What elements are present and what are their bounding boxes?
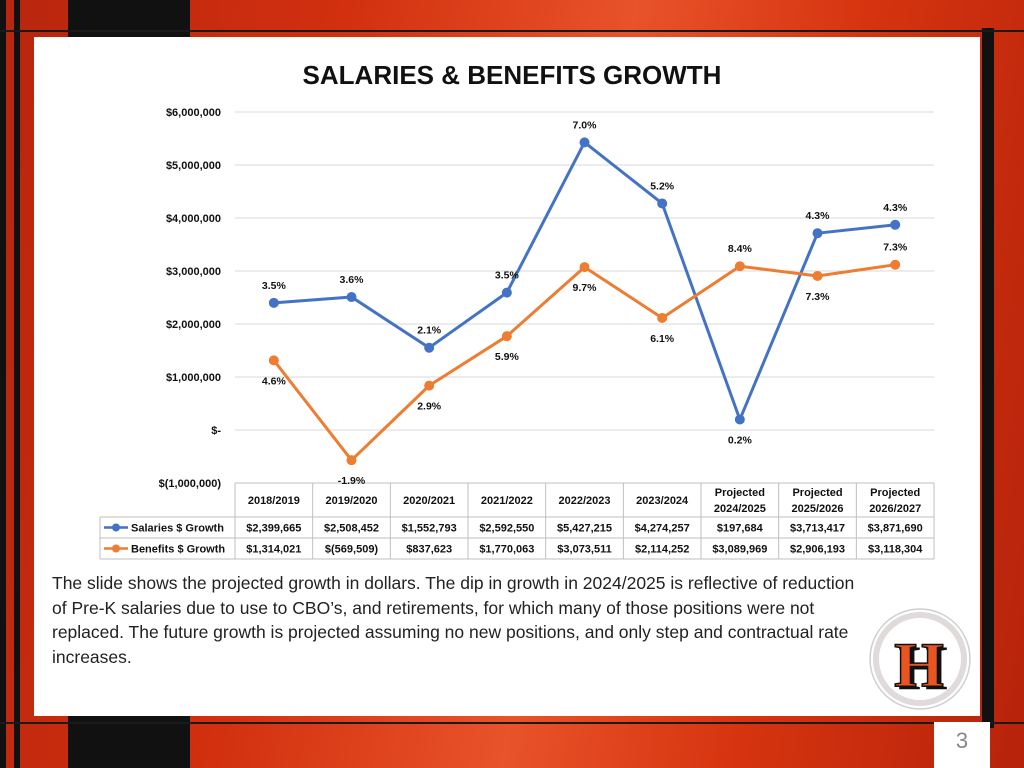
chart-series	[268, 137, 901, 466]
x-category-label: 2023/2024	[636, 495, 689, 507]
data-label: 7.0%	[573, 119, 598, 131]
frame-bar-right	[982, 28, 994, 728]
legend-key-marker	[112, 523, 120, 532]
y-tick-label: $6,000,000	[166, 107, 221, 119]
x-category-label: Projected	[792, 487, 842, 499]
y-axis-ticks: $6,000,000 $5,000,000 $4,000,000 $3,000,000…	[159, 107, 222, 490]
x-category-label: 2018/2019	[248, 495, 300, 507]
school-logo: H H	[869, 608, 971, 710]
x-category-label: Projected	[870, 487, 920, 499]
table-cell: $2,399,665	[246, 523, 301, 535]
slide-caption: The slide shows the projected growth in …	[52, 573, 855, 667]
table-cell: $1,552,793	[402, 523, 457, 535]
data-point	[424, 342, 435, 353]
data-label: 2.1%	[417, 325, 442, 337]
data-point	[812, 270, 823, 281]
x-category-label: 2019/2020	[326, 495, 378, 507]
data-point	[657, 312, 668, 323]
x-category-label: 2025/2026	[792, 503, 844, 515]
data-point	[734, 261, 745, 272]
x-category-label: 2020/2021	[403, 495, 455, 507]
y-tick-label: $2,000,000	[166, 319, 221, 331]
data-point	[268, 297, 279, 308]
data-label: 2.9%	[417, 401, 442, 413]
table-cell: $2,906,193	[790, 544, 845, 556]
data-point	[424, 380, 435, 391]
y-tick-label: $(1,000,000)	[159, 478, 222, 490]
data-point	[501, 287, 512, 298]
page-number-box	[934, 722, 990, 768]
data-point	[501, 331, 512, 342]
table-cell: $3,118,304	[868, 544, 923, 556]
data-label: 0.2%	[728, 435, 753, 447]
svg-text:H: H	[894, 629, 944, 700]
y-tick-label: $3,000,000	[166, 266, 221, 278]
data-point	[890, 259, 901, 270]
frame-rule-bottom	[0, 722, 1024, 724]
y-tick-label: $4,000,000	[166, 213, 221, 225]
data-label: 4.6%	[262, 375, 287, 387]
data-label: 8.4%	[728, 243, 753, 255]
data-table: 2018/2019 2019/2020 2020/2021 2021/2022 2022…	[99, 482, 935, 560]
table-cell: $5,427,215	[557, 523, 612, 535]
data-label: 6.1%	[650, 333, 675, 345]
svg-text:H: H	[898, 632, 948, 703]
y-tick-label: $-	[211, 425, 221, 437]
chart-title: SALARIES & BENEFITS GROWTH	[303, 60, 722, 90]
x-category-label: 2022/2023	[559, 495, 611, 507]
x-category-label: 2024/2025	[714, 503, 766, 515]
legend-entry: Benefits $ Growth	[131, 544, 225, 556]
page-number: 3	[955, 728, 969, 753]
y-tick-label: $1,000,000	[166, 372, 221, 384]
data-label: 7.3%	[806, 291, 831, 303]
legend-key-marker	[112, 544, 120, 553]
data-label: -1.9%	[338, 475, 366, 487]
table-cell: $3,713,417	[790, 523, 845, 535]
x-category-label: 2021/2022	[481, 495, 533, 507]
data-label: 5.9%	[495, 351, 520, 363]
y-tick-label: $5,000,000	[166, 160, 221, 172]
table-cell: $2,508,452	[324, 523, 379, 535]
x-category-label: 2026/2027	[869, 503, 921, 515]
table-cell: $2,592,550	[479, 523, 534, 535]
data-point	[346, 455, 357, 466]
x-category-label: Projected	[715, 487, 765, 499]
frame-rule-top	[0, 30, 1024, 32]
data-label: 3.5%	[262, 280, 287, 292]
table-cell: $2,114,252	[635, 544, 689, 556]
data-label: 3.5%	[495, 270, 520, 282]
data-labels: 3.5% 3.6% 2.1% 3.5% 7.0% 5.2% 0.2% 4.3% 4.3% 4.6%…	[262, 119, 908, 487]
legend-entry: Salaries $ Growth	[131, 523, 224, 535]
data-point	[346, 292, 357, 303]
data-point	[268, 355, 279, 366]
data-point	[734, 414, 745, 425]
data-point	[579, 262, 590, 273]
data-label: 9.7%	[573, 282, 598, 294]
data-label: 4.3%	[883, 202, 908, 214]
table-cell: $1,314,021	[246, 544, 301, 556]
data-label: 3.6%	[340, 274, 365, 286]
table-cell: $1,770,063	[479, 544, 534, 556]
data-point	[579, 137, 590, 148]
table-cell: $3,089,969	[712, 544, 767, 556]
data-point	[890, 219, 901, 230]
table-cell: $197,684	[717, 523, 764, 535]
data-point	[812, 228, 823, 239]
table-cell: $4,274,257	[635, 523, 690, 535]
data-label: 7.3%	[883, 242, 908, 254]
frame-bar-left-1	[0, 0, 6, 768]
table-cell: $3,073,511	[557, 544, 611, 556]
series-line-salaries	[273, 140, 896, 422]
frame-bar-left-2	[14, 0, 20, 768]
data-label: 5.2%	[650, 180, 675, 192]
table-cell: $(569,509)	[325, 544, 379, 556]
data-label: 4.3%	[806, 210, 831, 222]
data-point	[657, 198, 668, 209]
table-cell: $3,871,690	[868, 523, 923, 535]
table-cell: $837,623	[406, 544, 452, 556]
